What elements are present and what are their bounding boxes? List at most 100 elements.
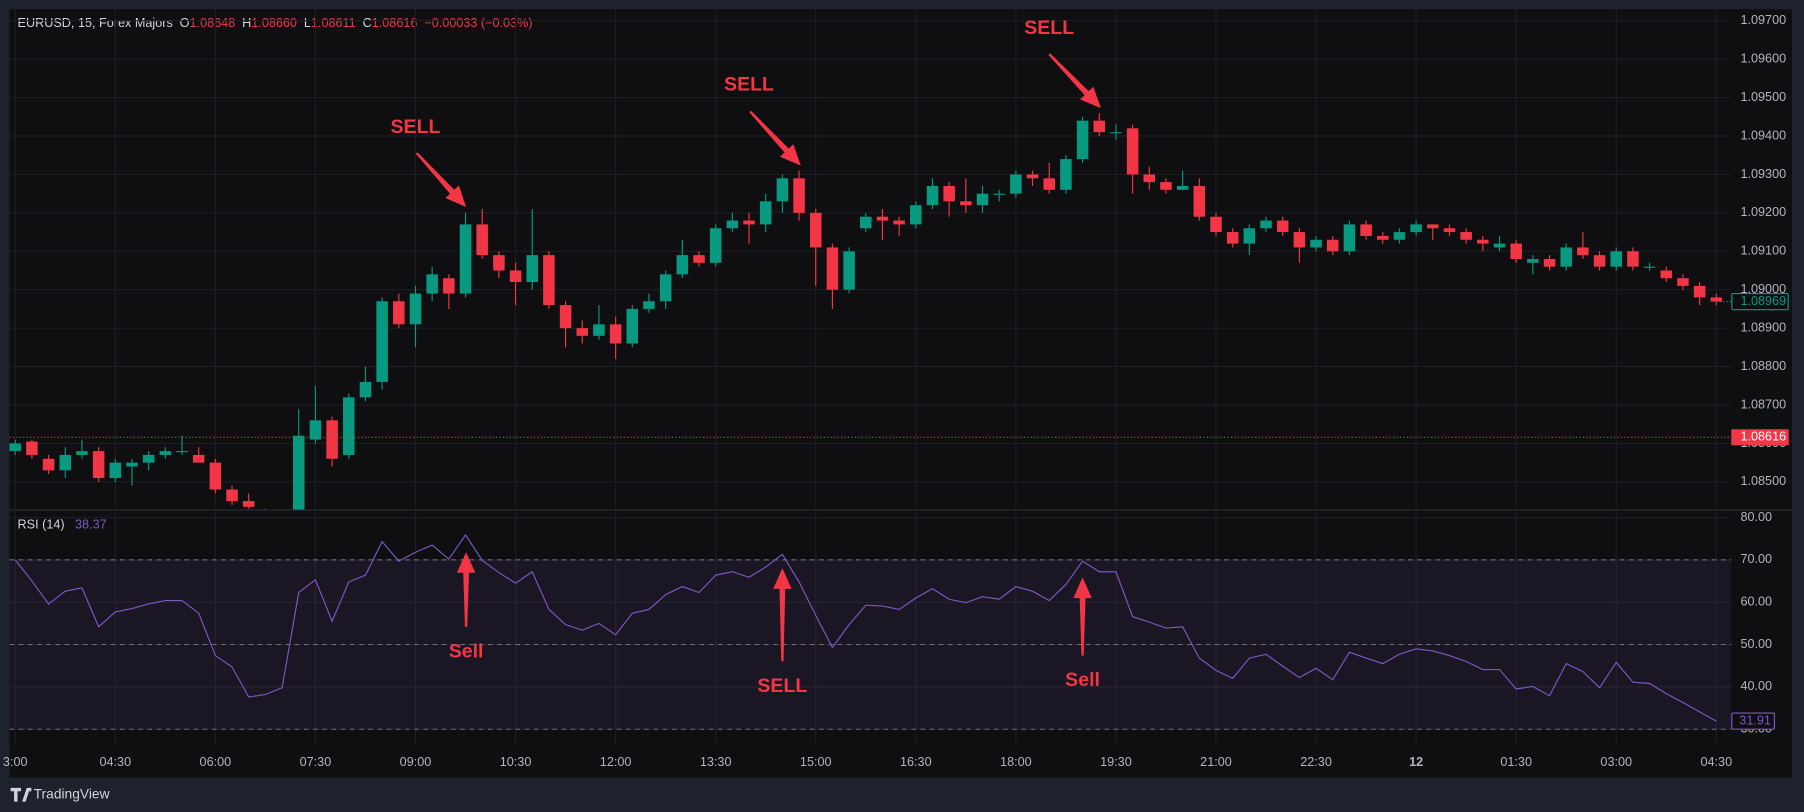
- candle-body: [1677, 278, 1689, 286]
- candle-body: [1026, 174, 1039, 179]
- y-tick-label: 1.09100: [1740, 244, 1786, 258]
- candle-body: [92, 451, 105, 479]
- y-tick-label: 50.00: [1740, 637, 1772, 651]
- candle-body: [543, 255, 555, 306]
- arrow: [456, 552, 476, 627]
- candle-body: [1293, 232, 1306, 248]
- candle-body: [176, 451, 188, 453]
- candle-body: [1060, 159, 1072, 190]
- candle-body: [42, 458, 55, 471]
- candle-body: [109, 462, 122, 479]
- arrow: [415, 152, 467, 208]
- rsi-name: RSI (14): [18, 518, 65, 532]
- candle-body: [1143, 174, 1156, 183]
- candles: [9, 112, 1723, 510]
- candle-body: [809, 212, 822, 248]
- arrow: [1048, 53, 1101, 109]
- candle-body: [9, 443, 21, 452]
- candle-body: [126, 462, 138, 467]
- candle-body: [443, 278, 455, 294]
- x-tick-label: 09:00: [400, 755, 432, 769]
- candle-body: [1377, 235, 1389, 240]
- candle-body: [1093, 120, 1105, 133]
- y-tick-label: 1.09000: [1740, 282, 1786, 296]
- candle-body: [943, 185, 955, 202]
- legend: EURUSD, 15, Forex Majors O1.08648 H1.08660…: [18, 16, 533, 30]
- candle-body: [626, 308, 639, 344]
- candle-body: [843, 251, 855, 290]
- x-tick-label: 04:30: [1700, 755, 1732, 769]
- candle-body: [1510, 243, 1522, 259]
- x-tick-label: 19:30: [1100, 755, 1132, 769]
- candle-body: [393, 301, 405, 325]
- candle-body: [1610, 251, 1622, 267]
- header: EURUSD, 15, Forex Majors O1.08648 H1.08660…: [18, 16, 533, 30]
- candle-body: [26, 441, 38, 455]
- rsi-legend-value: 38.37: [75, 518, 107, 532]
- candle-body: [1076, 120, 1089, 160]
- legend-change: −0.00033 (−0.03%): [424, 16, 532, 30]
- candle-body: [209, 462, 222, 490]
- x-tick-label: 12:00: [600, 755, 632, 769]
- x-tick-label: 18:00: [1000, 755, 1032, 769]
- candle-body: [593, 324, 605, 336]
- candle-body: [1210, 216, 1222, 233]
- annotation: SELL: [391, 116, 441, 138]
- last-price-box: [1731, 292, 1789, 311]
- y-tick-label: 1.09500: [1740, 90, 1786, 104]
- y-tick-label: 1.09600: [1740, 51, 1786, 65]
- candle-body: [860, 216, 872, 229]
- x-tick-label: 15:00: [800, 755, 832, 769]
- candle-body: [1693, 285, 1706, 298]
- brand: TradingView: [10, 786, 110, 802]
- candle-body: [726, 220, 739, 229]
- y-tick-label: 1.08700: [1740, 397, 1786, 411]
- x-tick-label: 06:00: [200, 755, 232, 769]
- candle-body: [1560, 247, 1572, 267]
- x-tick-label: 16:30: [900, 755, 932, 769]
- legend-key: H: [242, 16, 251, 30]
- candle-body: [1427, 224, 1439, 229]
- annotation: Sell: [1065, 669, 1100, 691]
- candle-body: [926, 185, 939, 206]
- candle-body: [1493, 243, 1506, 248]
- candle-body: [709, 228, 722, 263]
- candle-body: [1710, 297, 1723, 302]
- annotation: SELL: [1024, 17, 1074, 39]
- plot-background: [9, 9, 1793, 778]
- legend-value: 1.08660: [251, 16, 297, 30]
- candle-body: [1326, 239, 1339, 252]
- price-label: 1.08616: [1740, 430, 1786, 444]
- candle-body: [693, 255, 705, 263]
- candle-body: [793, 178, 805, 213]
- candle-body: [1260, 220, 1272, 229]
- candle-body: [526, 255, 538, 283]
- legend-value: 1.08648: [190, 16, 236, 30]
- y-tick-label: 40.00: [1740, 679, 1772, 693]
- candle-body: [1593, 255, 1606, 267]
- x-tick-label: 10:30: [500, 755, 532, 769]
- candle-body: [493, 255, 505, 271]
- candle-body: [1477, 239, 1489, 244]
- candle-body: [876, 216, 889, 221]
- rsi-last-label: 31.91: [1739, 713, 1771, 727]
- candle-body: [1193, 185, 1206, 217]
- brand-logo: [10, 787, 32, 802]
- annotation: SELL: [724, 73, 774, 95]
- candle-body: [743, 220, 755, 225]
- x-tick-label: 12: [1409, 755, 1423, 769]
- rsi-line: [14, 533, 1717, 722]
- legend-value: 1.08611: [311, 16, 356, 30]
- y-tick-label: 60.00: [1740, 595, 1772, 609]
- candle-body: [976, 193, 989, 206]
- legend-key: O: [180, 16, 190, 30]
- candle-body: [1126, 128, 1139, 175]
- x-tick-label: 13:30: [700, 755, 732, 769]
- candle-body: [509, 270, 522, 283]
- candle-body: [309, 420, 322, 440]
- last-price-label: 1.08969: [1740, 294, 1786, 308]
- candle-body: [559, 305, 572, 329]
- price-label-box: [1731, 429, 1789, 446]
